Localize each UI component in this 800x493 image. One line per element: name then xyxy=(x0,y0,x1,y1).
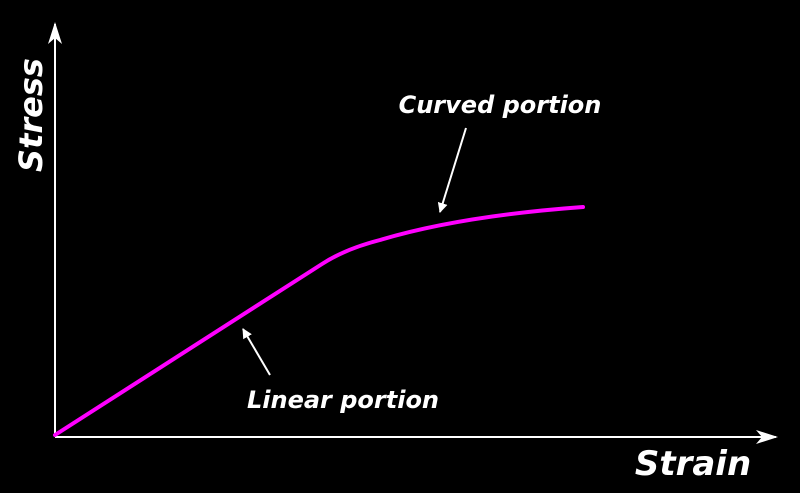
y-axis-label: Stress xyxy=(12,58,50,172)
linear-arrow xyxy=(242,328,271,376)
stress-strain-curve xyxy=(53,205,585,437)
annotation: Curved portion xyxy=(399,91,602,119)
x-axis-label: Strain xyxy=(635,444,751,484)
curved-arrow xyxy=(437,127,467,213)
annotation: Linear portion xyxy=(247,386,439,414)
